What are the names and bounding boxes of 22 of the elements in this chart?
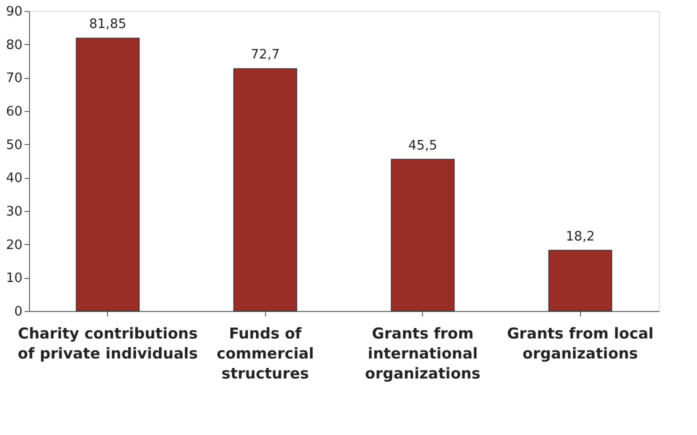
y-tick-label: 90 xyxy=(6,4,22,20)
y-tick-label: 60 xyxy=(6,104,22,120)
y-tick-label: 70 xyxy=(6,71,22,86)
x-tick-label: Charity contributions of private individuals xyxy=(18,324,198,362)
bar xyxy=(390,158,455,312)
data-label: 81,85 xyxy=(89,17,126,32)
y-tick-label: 80 xyxy=(6,38,22,53)
y-tick-label: 10 xyxy=(6,271,22,286)
x-tick-label: Funds of commercial structures xyxy=(216,324,314,382)
y-tick-label: 40 xyxy=(6,171,22,186)
y-tick-label: 0 xyxy=(14,304,22,320)
y-tick-label: 30 xyxy=(6,204,22,220)
y-tick-label: 50 xyxy=(6,138,22,153)
x-tick-label: Grants from international organizations xyxy=(365,324,481,382)
x-tick-label: Grants from local organizations xyxy=(506,324,654,362)
bar xyxy=(233,68,298,312)
bar xyxy=(548,250,612,312)
y-tick-label: 20 xyxy=(6,238,22,253)
data-label: 72,7 xyxy=(250,48,280,63)
data-label: 45,5 xyxy=(408,138,438,154)
bar xyxy=(76,38,140,312)
data-label: 18,2 xyxy=(566,229,595,244)
